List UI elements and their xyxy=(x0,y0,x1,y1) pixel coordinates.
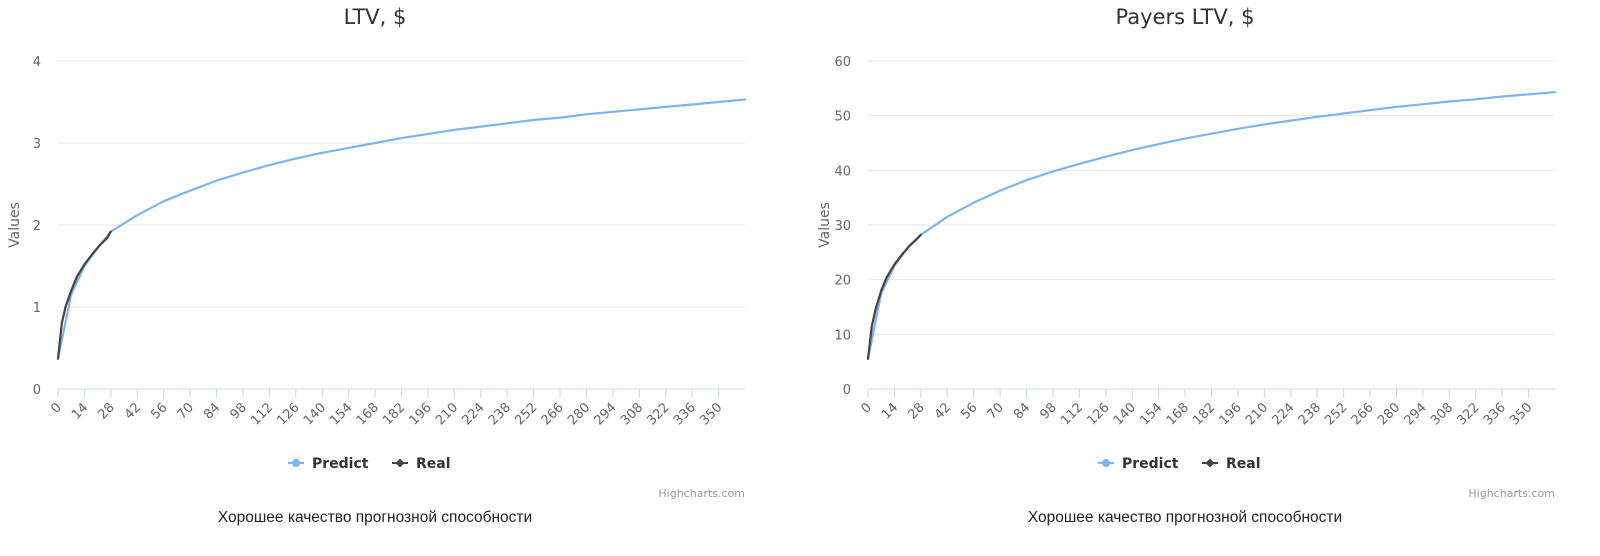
chart1-x-tick-label: 322 xyxy=(1454,400,1482,428)
chart1-legend-real-marker xyxy=(1205,458,1215,468)
chart0-x-tick-label: 238 xyxy=(486,400,514,428)
chart1-legend-item-real[interactable]: Real xyxy=(1202,456,1261,472)
chart0-x-tick-label: 196 xyxy=(407,400,435,428)
chart0-legend-item-real[interactable]: Real xyxy=(392,456,451,472)
chart1-x-tick-label: 140 xyxy=(1111,400,1139,428)
chart1-x-tick-label: 336 xyxy=(1481,400,1509,428)
chart0-x-tick-label: 266 xyxy=(539,400,567,428)
chart1-legend-item-predict[interactable]: Predict xyxy=(1098,456,1179,472)
payers-ltv-chart-panel: Payers LTV, $ Values 0 10 20 30 40 50 60 0 14 28 42 5… xyxy=(810,0,1600,556)
chart0-x-tick-label: 252 xyxy=(512,400,540,428)
chart1-credits[interactable]: Highcharts.com xyxy=(1468,487,1555,500)
chart0-legend-real-marker xyxy=(395,458,405,468)
chart1-x-tick-label: 210 xyxy=(1243,400,1271,428)
chart0-legend-predict-label: Predict xyxy=(312,456,369,472)
chart0-y-tick-label: 4 xyxy=(33,55,41,70)
chart0-y-axis-label: Values xyxy=(7,202,23,248)
chart0-x-tick-label: 182 xyxy=(380,400,408,428)
chart0-x-tick-label: 168 xyxy=(354,400,382,428)
chart0-x-tick-label: 336 xyxy=(671,400,699,428)
chart1-x-tick-label: 294 xyxy=(1402,400,1430,428)
chart0-x-tick-label: 70 xyxy=(175,400,197,422)
chart1-x-tick-label: 224 xyxy=(1269,400,1297,428)
chart1-title: Payers LTV, $ xyxy=(1116,5,1255,29)
chart1-x-tick-label: 84 xyxy=(1011,400,1033,422)
chart0-x-tick-label: 56 xyxy=(148,400,170,422)
chart0-x-tick-label: 28 xyxy=(95,400,117,422)
chart1-x-tick-label: 0 xyxy=(858,400,874,416)
chart1-series-real-line xyxy=(866,233,922,360)
chart0-x-tick-label: 224 xyxy=(459,400,487,428)
chart0-legend-item-predict[interactable]: Predict xyxy=(288,456,369,472)
chart1-y-axis-label: Values xyxy=(817,202,833,248)
chart1-x-tick-label: 308 xyxy=(1428,400,1456,428)
chart1-y-tick-label: 40 xyxy=(834,164,851,179)
chart0-y-tick-label: 1 xyxy=(33,301,41,316)
chart1-x-tick-label: 252 xyxy=(1322,400,1350,428)
chart1-x-tick-label: 168 xyxy=(1164,400,1192,428)
payers-ltv-chart: Payers LTV, $ Values 0 10 20 30 40 50 60 0 14 28 42 5… xyxy=(817,5,1557,500)
chart0-x-tick-label: 98 xyxy=(227,400,249,422)
chart0-y-tick-label: 0 xyxy=(33,383,41,398)
chart0-x-tick-label: 280 xyxy=(565,400,593,428)
chart0-x-tick-label: 140 xyxy=(301,400,329,428)
chart1-x-tick-label: 196 xyxy=(1217,400,1245,428)
chart1-x-tick-label: 112 xyxy=(1058,400,1086,428)
chart0-x-tick-label: 84 xyxy=(201,400,223,422)
chart0-title: LTV, $ xyxy=(344,5,407,29)
ltv-chart-panel: LTV, $ Values 0 1 2 3 4 0 14 28 42 56 70 84 98 112 126 14… xyxy=(0,0,790,556)
chart0-x-tick-label: 308 xyxy=(618,400,646,428)
chart1-legend-predict-label: Predict xyxy=(1122,456,1179,472)
chart0-y-tick-label: 2 xyxy=(33,219,41,234)
chart1-legend-real-label: Real xyxy=(1226,456,1261,472)
chart1-x-tick-label: 238 xyxy=(1296,400,1324,428)
chart1-x-tick-label: 350 xyxy=(1507,400,1535,428)
chart1-y-tick-label: 10 xyxy=(834,328,851,343)
chart0-x-tick-label: 14 xyxy=(69,400,91,422)
chart1-legend-predict-marker xyxy=(1102,459,1110,467)
chart0-legend-predict-marker xyxy=(292,459,300,467)
chart0-x-tick-label: 42 xyxy=(122,400,144,422)
chart0-x-tick-label: 350 xyxy=(697,400,725,428)
chart0-x-tick-label: 210 xyxy=(433,400,461,428)
chart1-x-tick-label: 266 xyxy=(1349,400,1377,428)
chart1-x-tick-label: 98 xyxy=(1037,400,1059,422)
chart1-y-tick-label: 60 xyxy=(834,55,851,70)
chart0-y-tick-label: 3 xyxy=(33,137,41,152)
chart0-x-tick-label: 126 xyxy=(274,400,302,428)
chart0-series-real-line xyxy=(56,230,112,360)
chart1-x-tick-label: 280 xyxy=(1375,400,1403,428)
chart0-x-tick-label: 112 xyxy=(248,400,276,428)
chart1-x-tick-label: 28 xyxy=(905,400,927,422)
chart1-y-tick-label: 50 xyxy=(834,110,851,125)
payers-ltv-chart-caption: Хорошее качество прогнозной способности xyxy=(1027,509,1343,526)
chart0-legend-real-label: Real xyxy=(416,456,451,472)
chart0-credits[interactable]: Highcharts.com xyxy=(658,487,745,500)
ltv-chart: LTV, $ Values 0 1 2 3 4 0 14 28 42 56 70 84 9811212614… xyxy=(7,5,747,500)
chart0-series-predict-line xyxy=(56,98,747,360)
chart1-x-tick-label: 154 xyxy=(1137,400,1165,428)
chart1-y-tick-label: 30 xyxy=(834,219,851,234)
chart0-x-tick-label: 154 xyxy=(327,400,355,428)
chart1-y-tick-label: 0 xyxy=(843,383,851,398)
chart0-x-tick-label: 322 xyxy=(644,400,672,428)
chart1-x-tick-label: 14 xyxy=(879,400,901,422)
chart1-x-tick-label: 126 xyxy=(1084,400,1112,428)
chart0-x-tick-label: 294 xyxy=(592,400,620,428)
ltv-chart-caption: Хорошее качество прогнозной способности xyxy=(217,509,533,526)
chart1-series-predict-line xyxy=(866,91,1557,360)
chart1-x-tick-label: 42 xyxy=(932,400,954,422)
chart1-x-tick-label: 70 xyxy=(985,400,1007,422)
chart1-x-tick-label: 56 xyxy=(958,400,980,422)
chart0-x-tick-label: 0 xyxy=(48,400,64,416)
chart1-x-tick-label: 182 xyxy=(1190,400,1218,428)
chart1-y-tick-label: 20 xyxy=(834,274,851,289)
